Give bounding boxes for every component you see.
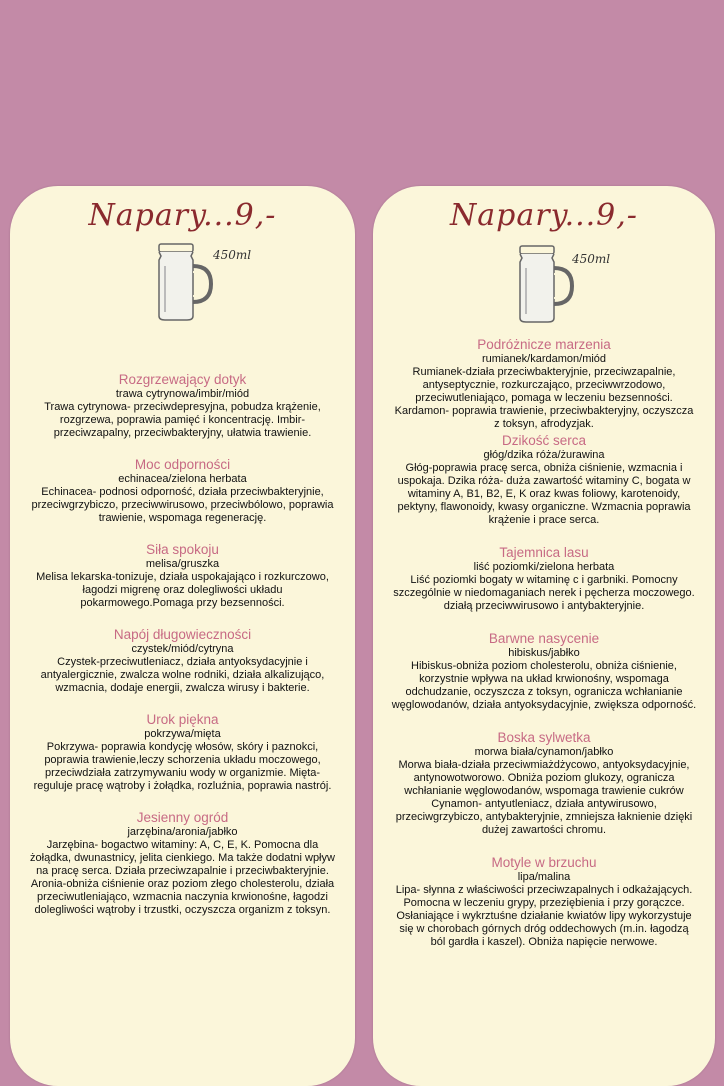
right-items: Podróżnicze marzenia rumianek/kardamon/m… <box>373 337 715 949</box>
menu-item: Dzikość serca głóg/dzika róża/żurawina G… <box>391 433 697 527</box>
item-ingredients: czystek/miód/cytryna <box>131 643 234 655</box>
menu-card-left: Napary...9,- 450ml Rozgrzewający dotyk t… <box>10 186 355 1086</box>
item-description: Głóg-poprawia pracę serca, obniża ciśnie… <box>397 462 691 526</box>
item-description: Liść poziomki bogaty w witaminę c i garb… <box>393 574 695 612</box>
item-ingredients: hibiskus/jabłko <box>508 647 580 659</box>
item-ingredients: liść poziomki/zielona herbata <box>473 561 615 573</box>
item-description: Melisa lekarska-tonizuje, działa uspokaj… <box>36 571 329 609</box>
item-description: Trawa cytrynowa- przeciwdepresyjna, pobu… <box>44 401 321 439</box>
menu-card-right: Napary...9,- 450ml Podróżnicze marzenia … <box>373 186 715 1086</box>
item-title: Dzikość serca <box>501 433 587 448</box>
volume-label: 450ml <box>213 248 252 262</box>
menu-item: Moc odporności echinacea/zielona herbata… <box>28 457 337 525</box>
item-description: Hibiskus-obniża poziom cholesterolu, obn… <box>391 660 697 711</box>
item-title: Siła spokoju <box>146 542 219 557</box>
menu-item: Tajemnica lasu liść poziomki/zielona her… <box>391 545 697 613</box>
item-ingredients: trawa cytrynowa/imbir/miód <box>115 388 250 400</box>
item-title: Tajemnica lasu <box>499 545 589 560</box>
item-title: Motyle w brzuchu <box>491 855 597 870</box>
jar-icon <box>158 243 214 321</box>
item-title: Moc odporności <box>134 457 231 472</box>
item-title: Podróżnicze marzenia <box>477 337 611 352</box>
item-ingredients: lipa/malina <box>517 871 571 883</box>
item-description: Morwa biała-działa przeciwmiażdżycowo, a… <box>395 759 693 836</box>
item-ingredients: morwa biała/cynamon/jabłko <box>474 746 614 758</box>
item-title: Jesienny ogród <box>136 810 229 825</box>
menu-title: Napary...9,- <box>88 198 277 233</box>
left-items: Rozgrzewający dotyk trawa cytrynowa/imbi… <box>10 372 355 917</box>
volume-label: 450ml <box>572 252 611 266</box>
menu-item: Siła spokoju melisa/gruszka Melisa lekar… <box>28 542 337 610</box>
item-ingredients: jarzębina/aronia/jabłko <box>127 826 238 838</box>
menu-item: Motyle w brzuchu lipa/malina Lipa- słynn… <box>391 855 697 949</box>
item-title: Boska sylwetka <box>497 730 591 745</box>
menu-item: Urok piękna pokrzywa/mięta Pokrzywa- pop… <box>28 712 337 793</box>
item-description: Rumianek-działa przeciwbakteryjnie, prze… <box>394 366 694 430</box>
item-description: Pokrzywa- poprawia kondycję włosów, skór… <box>33 741 332 792</box>
menu-title: Napary...9,- <box>450 198 638 233</box>
item-description: Lipa- słynna z właściwości przeciwzapaln… <box>395 884 693 948</box>
item-title: Napój długowieczności <box>113 627 252 642</box>
item-ingredients: rumianek/kardamon/miód <box>481 353 607 365</box>
jar-icon <box>519 245 575 323</box>
item-ingredients: głóg/dzika róża/żurawina <box>483 449 605 461</box>
item-ingredients: echinacea/zielona herbata <box>118 473 247 485</box>
menu-item: Boska sylwetka morwa biała/cynamon/jabłk… <box>391 730 697 837</box>
item-description: Czystek-przeciwutleniacz, działa antyoks… <box>40 656 325 694</box>
item-description: Jarzębina- bogactwo witaminy: A, C, E, K… <box>30 839 335 916</box>
item-ingredients: pokrzywa/mięta <box>144 728 221 740</box>
item-ingredients: melisa/gruszka <box>145 558 220 570</box>
menu-item: Podróżnicze marzenia rumianek/kardamon/m… <box>391 337 697 431</box>
menu-item: Barwne nasycenie hibiskus/jabłko Hibisku… <box>391 631 697 712</box>
menu-item: Jesienny ogród jarzębina/aronia/jabłko J… <box>28 810 337 917</box>
menu-item: Napój długowieczności czystek/miód/cytry… <box>28 627 337 695</box>
item-title: Rozgrzewający dotyk <box>118 372 247 387</box>
item-description: Echinacea- podnosi odporność, działa prz… <box>31 486 334 524</box>
item-title: Barwne nasycenie <box>488 631 600 646</box>
menu-item: Rozgrzewający dotyk trawa cytrynowa/imbi… <box>28 372 337 440</box>
item-title: Urok piękna <box>146 712 219 727</box>
